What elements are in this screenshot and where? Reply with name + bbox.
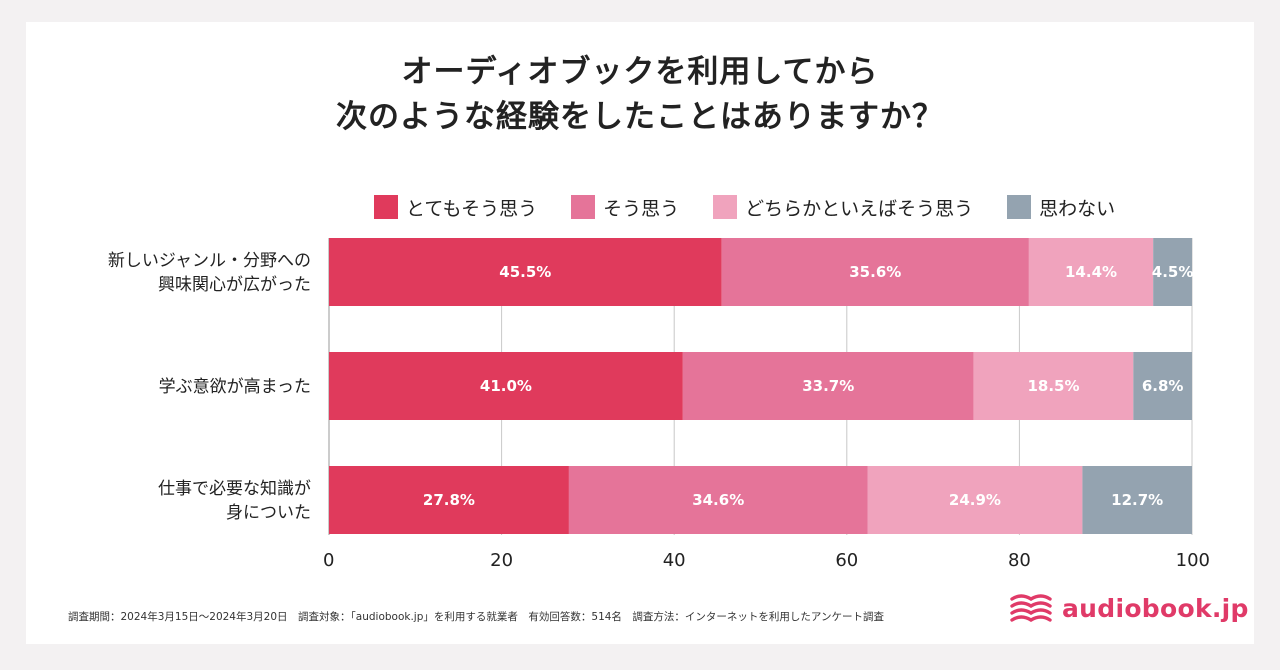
bar-segment (1028, 238, 1154, 306)
value-label: 41.0% (480, 377, 532, 395)
legend-swatch (1007, 195, 1032, 219)
x-tick-label: 0 (323, 550, 334, 571)
category-label: 仕事で必要な知識が (158, 479, 311, 499)
x-tick-label: 20 (490, 550, 513, 571)
title-line-1: オーディオブックを利用してから (401, 54, 879, 90)
legend-label: どちらかといえばそう思う (745, 197, 974, 220)
legend-label: そう思う (603, 197, 680, 220)
value-label: 35.6% (849, 263, 901, 281)
legend-label: 思わない (1039, 197, 1116, 220)
bar-segment (1082, 466, 1192, 534)
value-label: 18.5% (1027, 377, 1079, 395)
chart-title: オーディオブックを利用してから 次のような経験をしたことはありますか？ (0, 50, 1280, 140)
value-label: 4.5% (1152, 263, 1194, 281)
chart-card (26, 22, 1254, 644)
survey-footnote: 調査期間：2024年3月15日〜2024年3月20日 調査対象：「audiobo… (68, 611, 885, 623)
value-label: 34.6% (692, 491, 744, 509)
value-label: 24.9% (949, 491, 1001, 509)
legend-swatch (374, 195, 398, 219)
bar-segment (721, 238, 1029, 306)
category-label: 新しいジャンル・分野への (108, 251, 311, 271)
title-line-2: 次のような経験をしたことはありますか？ (336, 99, 944, 135)
value-label: 12.7% (1111, 491, 1163, 509)
brand-logo: audiobook.jp (1010, 590, 1249, 626)
x-tick-label: 80 (1008, 550, 1031, 571)
bar-segment (973, 352, 1134, 420)
bar-segment (329, 466, 569, 534)
legend-item: どちらかといえばそう思う (713, 194, 973, 221)
bar-segment (329, 238, 722, 306)
logo-text: audiobook.jp (1062, 593, 1249, 623)
value-label: 33.7% (802, 377, 854, 395)
legend-swatch (713, 195, 738, 219)
category-label: 興味関心が広がった (158, 275, 311, 295)
value-label: 27.8% (423, 491, 475, 509)
value-label: 14.4% (1065, 263, 1117, 281)
x-tick-label: 40 (663, 550, 686, 571)
bar-segment (682, 352, 974, 420)
x-tick-label: 60 (835, 550, 858, 571)
x-tick-label: 100 (1176, 550, 1210, 571)
bar-segment (867, 466, 1083, 534)
bar-segment (568, 466, 868, 534)
bar-segment (1133, 352, 1192, 420)
legend: とてもそう思う そう思う どちらかといえばそう思う 思わない (374, 192, 1115, 222)
value-label: 45.5% (499, 263, 551, 281)
legend-item: とてもそう思う (374, 194, 537, 221)
legend-swatch (571, 195, 596, 219)
legend-item: 思わない (1007, 194, 1115, 221)
value-label: 6.8% (1142, 377, 1184, 395)
category-label: 身についた (226, 503, 311, 523)
legend-item: そう思う (571, 194, 679, 221)
bar-segment (329, 352, 683, 420)
category-label: 学ぶ意欲が高まった (159, 377, 311, 397)
legend-label: とてもそう思う (406, 197, 538, 220)
book-waves-icon (1010, 594, 1052, 622)
bar-segment (1153, 238, 1192, 306)
